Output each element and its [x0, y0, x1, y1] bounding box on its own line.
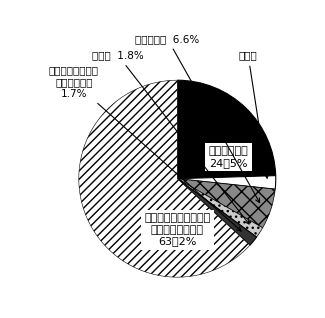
Text: その他  1.8%: その他 1.8%	[92, 51, 249, 224]
Wedge shape	[177, 80, 276, 179]
Text: わからない  6.6%: わからない 6.6%	[135, 34, 260, 203]
Wedge shape	[79, 80, 250, 277]
Wedge shape	[177, 179, 275, 228]
Wedge shape	[177, 179, 263, 237]
Text: おおいに歓迎
24．5%: おおいに歓迎 24．5%	[209, 146, 248, 168]
Wedge shape	[177, 179, 256, 245]
Text: 無回答: 無回答	[239, 51, 269, 178]
Wedge shape	[177, 176, 276, 189]
Text: 生涯の程度によっては
迎え入れてもよい
63．2%: 生涯の程度によっては 迎え入れてもよい 63．2%	[144, 213, 210, 246]
Text: 仕事の能率が低下
賛成できない
1.7%: 仕事の能率が低下 賛成できない 1.7%	[49, 66, 241, 231]
